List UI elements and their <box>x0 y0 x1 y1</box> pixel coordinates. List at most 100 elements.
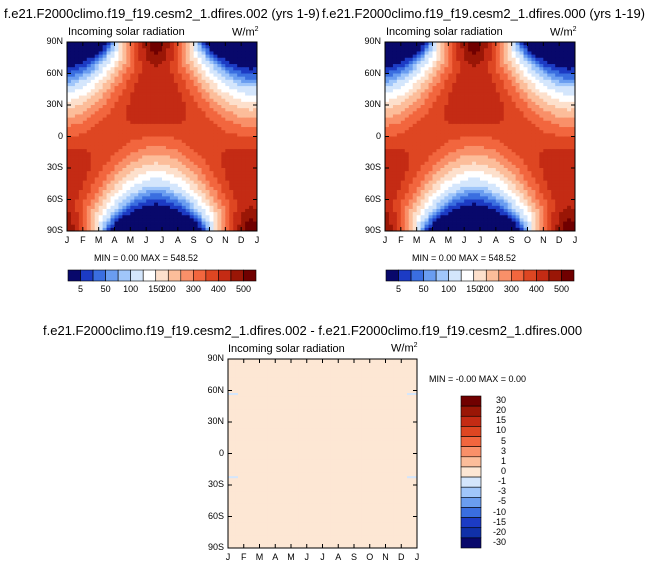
right-cell <box>392 202 398 207</box>
right-cell <box>511 199 517 204</box>
left-cell <box>189 145 195 150</box>
right-cell <box>408 117 414 122</box>
right-cell <box>499 73 505 78</box>
right-cell <box>448 98 453 103</box>
left-cell <box>209 196 214 200</box>
right-cell <box>440 174 445 178</box>
left-cell <box>213 86 218 90</box>
left-cell <box>150 171 155 175</box>
left-cell <box>67 57 72 62</box>
left-cell <box>221 51 226 55</box>
left-cell <box>74 95 80 100</box>
left-cell <box>213 221 218 226</box>
left-cell <box>110 180 115 185</box>
right-cell <box>468 149 473 153</box>
right-cell <box>416 64 422 68</box>
left-cell <box>90 92 96 96</box>
left-cell <box>169 155 175 159</box>
left-cell <box>237 136 242 141</box>
left-cell <box>197 168 202 172</box>
left-cell <box>110 155 115 159</box>
left-cell <box>86 70 92 74</box>
right-cell <box>420 177 425 181</box>
left-cell <box>110 171 115 175</box>
left-cell <box>205 98 210 103</box>
right-cell <box>404 215 410 219</box>
left-cell <box>225 51 230 55</box>
right-cell <box>515 202 520 207</box>
left-cell <box>82 164 88 169</box>
right-cell <box>460 108 465 112</box>
right-cell <box>503 48 509 52</box>
left-cell <box>126 60 131 65</box>
right-cell <box>476 120 481 125</box>
right-cell <box>476 212 481 216</box>
left-cell <box>225 183 230 188</box>
right-cell <box>456 180 461 185</box>
right-cell <box>432 174 437 178</box>
left-cell <box>189 57 195 62</box>
right-cell <box>491 95 497 100</box>
left-cell <box>165 51 171 55</box>
right-cell <box>476 180 481 185</box>
right-cell <box>412 92 418 96</box>
left-cell <box>189 193 195 197</box>
right-cell <box>412 127 418 131</box>
left-cell <box>237 51 242 55</box>
right-cell <box>468 218 473 222</box>
left-cell <box>249 142 254 147</box>
right-cell <box>388 152 394 156</box>
left-cell <box>142 54 147 59</box>
right-cell <box>483 57 489 62</box>
left-cell <box>118 111 123 115</box>
left-cell <box>102 145 107 150</box>
left-cell <box>193 130 199 134</box>
right-cell <box>507 149 513 153</box>
right-cell <box>408 70 414 74</box>
right-cell <box>385 180 390 185</box>
right-cell <box>436 86 441 90</box>
left-cell <box>74 145 80 150</box>
right-cell <box>487 164 493 169</box>
right-cell <box>400 64 406 68</box>
right-cell <box>503 64 509 68</box>
left-cell <box>201 164 206 169</box>
right-cell <box>515 108 520 112</box>
left-cell <box>225 82 230 87</box>
right-cell <box>448 158 453 163</box>
right-cell <box>507 95 513 100</box>
right-cell <box>515 196 520 200</box>
left-cell <box>142 205 147 210</box>
right-cell <box>511 155 517 159</box>
left-cell <box>138 48 143 52</box>
left-cell <box>74 155 80 159</box>
right-cell <box>420 105 425 109</box>
left-cell <box>225 136 230 141</box>
right-cell <box>464 164 469 169</box>
left-cell <box>233 105 238 109</box>
left-cell <box>146 95 151 100</box>
left-cell <box>197 208 202 213</box>
left-cell <box>94 152 100 156</box>
left-cell <box>177 221 183 226</box>
left-cell <box>142 142 147 147</box>
left-cell <box>86 145 92 150</box>
right-cell <box>499 86 505 90</box>
left-cell <box>154 139 159 144</box>
left-cell <box>146 73 151 78</box>
right-cell <box>472 86 477 90</box>
left-cell <box>142 215 147 219</box>
right-cell <box>511 142 517 147</box>
left-cell <box>249 42 254 46</box>
right-cell <box>511 212 517 216</box>
left-cell <box>82 186 88 191</box>
left-cell <box>146 64 151 68</box>
left-cell <box>213 142 218 147</box>
left-cell <box>225 127 230 131</box>
left-colorbar-box <box>105 269 119 282</box>
left-cell <box>106 92 111 96</box>
right-cell <box>464 89 469 93</box>
right-cell <box>511 89 517 93</box>
left-cell <box>181 45 187 49</box>
right-cell <box>416 98 422 103</box>
